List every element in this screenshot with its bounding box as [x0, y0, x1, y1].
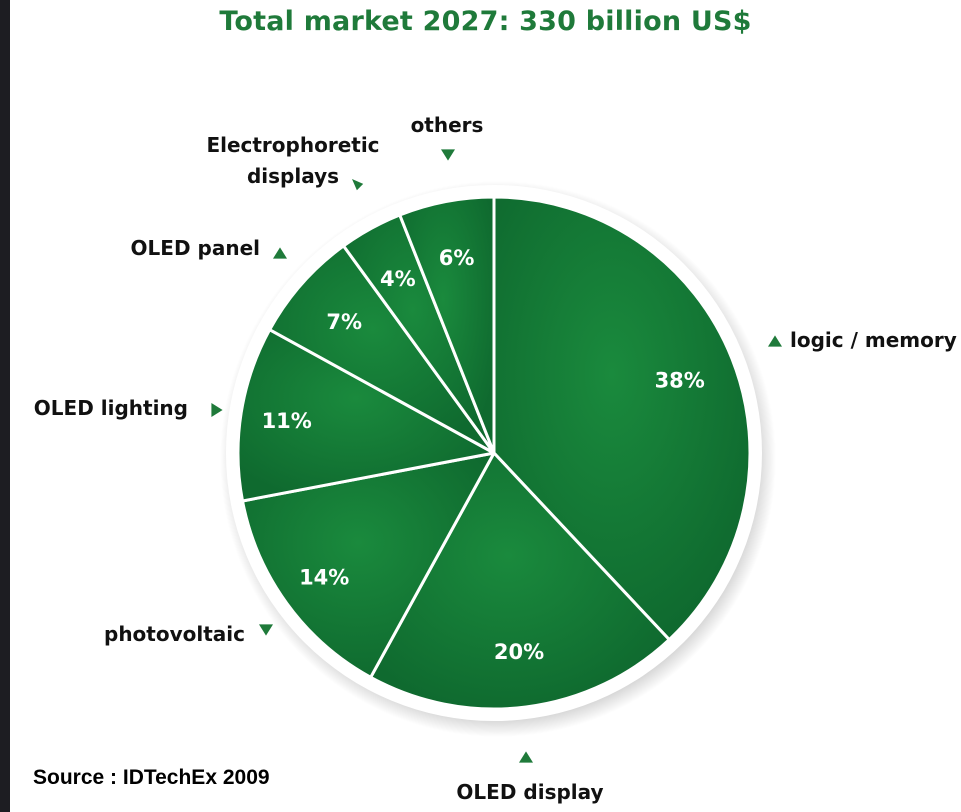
pie-slice-oled-lighting	[236, 328, 496, 503]
label-pointer-icon	[768, 335, 782, 347]
label-pointer-icon	[352, 179, 364, 191]
pie-chart: 38% logic / memory 20% OLED display 14% photo…	[34, 113, 957, 804]
slice-value-label: 14%	[299, 565, 349, 589]
slice-value-label: 20%	[494, 640, 544, 664]
category-label-logic-memory: logic / memory	[790, 328, 957, 352]
slice-value-label: 38%	[655, 369, 705, 393]
label-pointer-icon	[441, 149, 455, 161]
source-note: Source : IDTechEx 2009	[33, 766, 270, 789]
category-label-others: others	[411, 113, 484, 137]
chart-title: Total market 2027: 330 billion US$	[219, 6, 752, 37]
pie-slice-oled-display	[369, 451, 671, 711]
label-pointer-icon	[211, 403, 223, 417]
slice-value-label: 7%	[326, 310, 362, 334]
category-label-oled-panel: OLED panel	[131, 236, 260, 260]
category-label-photovoltaic: photovoltaic	[104, 622, 245, 646]
slice-value-label: 6%	[439, 246, 475, 270]
pie-slice-oled-panel	[268, 244, 496, 455]
slice-value-label: 4%	[380, 267, 416, 291]
category-label-electrophoretic-displays: displays	[247, 164, 339, 188]
category-label-oled-lighting: OLED lighting	[34, 396, 188, 420]
slice-value-label: 11%	[262, 409, 312, 433]
category-label-electrophoretic-displays: Electrophoretic	[206, 133, 379, 157]
label-pointer-icon	[259, 624, 273, 636]
pie-slice-logic-memory	[492, 195, 752, 642]
category-label-oled-display: OLED display	[456, 780, 603, 804]
label-pointer-icon	[519, 751, 533, 763]
label-pointer-icon	[273, 247, 287, 259]
pie-slice-others	[398, 195, 496, 455]
pie-slice-photovoltaic	[241, 451, 496, 679]
chart-panel: Total market 2027: 330 billion US$ 38% lo…	[10, 0, 961, 812]
